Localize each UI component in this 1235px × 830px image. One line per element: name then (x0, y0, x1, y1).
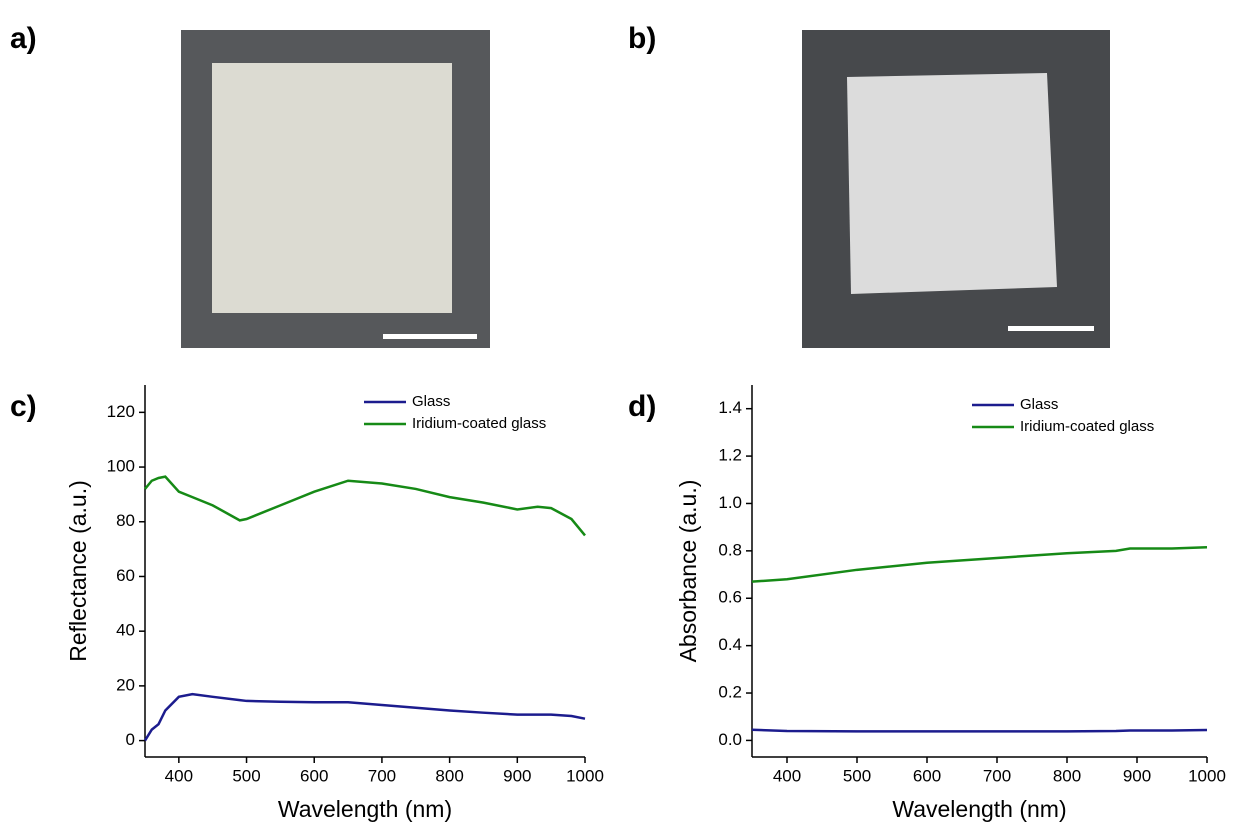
series-line (751, 546, 1208, 583)
legend-label: Glass (1020, 396, 1058, 413)
y-tick-label: 0.8 (718, 540, 742, 559)
sample (212, 63, 452, 313)
y-tick-label: 60 (116, 566, 135, 585)
x-tick-label: 900 (503, 766, 531, 785)
legend-label: Iridium-coated glass (412, 415, 546, 432)
photo-b (802, 30, 1110, 348)
y-tick-label: 0.4 (718, 635, 742, 654)
series-line (144, 475, 586, 537)
x-tick-label: 500 (232, 766, 260, 785)
x-tick-label: 1000 (1188, 766, 1226, 785)
scale-bar (383, 334, 477, 339)
x-tick-label: 400 (773, 766, 801, 785)
panel-label: b) (628, 22, 656, 55)
series-line (143, 692, 586, 742)
y-tick-label: 0.2 (718, 683, 742, 702)
x-tick-label: 600 (300, 766, 328, 785)
y-tick-label: 20 (116, 675, 135, 694)
y-tick-label: 40 (116, 621, 135, 640)
x-tick-label: 800 (435, 766, 463, 785)
sample (847, 73, 1057, 294)
x-tick-label: 700 (983, 766, 1011, 785)
y-axis-title: Reflectance (a.u.) (65, 480, 91, 662)
x-tick-label: 700 (368, 766, 396, 785)
series-line (751, 728, 1208, 733)
y-tick-label: 1.0 (718, 493, 742, 512)
x-tick-label: 500 (843, 766, 871, 785)
y-tick-label: 100 (107, 457, 135, 476)
x-tick-label: 900 (1123, 766, 1151, 785)
panel-label: a) (10, 22, 37, 55)
y-tick-label: 0.0 (718, 730, 742, 749)
y-axis-title: Absorbance (a.u.) (675, 480, 701, 663)
y-tick-label: 120 (107, 402, 135, 421)
y-tick-label: 1.4 (718, 398, 742, 417)
y-tick-label: 1.2 (718, 446, 742, 465)
x-axis-title: Wavelength (nm) (278, 796, 452, 822)
panel-label: c) (10, 390, 37, 423)
x-tick-label: 400 (165, 766, 193, 785)
panel-label: d) (628, 390, 656, 423)
x-tick-label: 800 (1053, 766, 1081, 785)
x-axis-title: Wavelength (nm) (892, 796, 1066, 822)
photo-a (181, 30, 490, 348)
y-tick-label: 0.6 (718, 588, 742, 607)
legend-label: Iridium-coated glass (1020, 418, 1154, 435)
scale-bar (1008, 326, 1094, 331)
x-tick-label: 1000 (566, 766, 604, 785)
x-tick-label: 600 (913, 766, 941, 785)
y-tick-label: 0 (126, 730, 135, 749)
y-tick-label: 80 (116, 511, 135, 530)
legend-label: Glass (412, 393, 450, 410)
